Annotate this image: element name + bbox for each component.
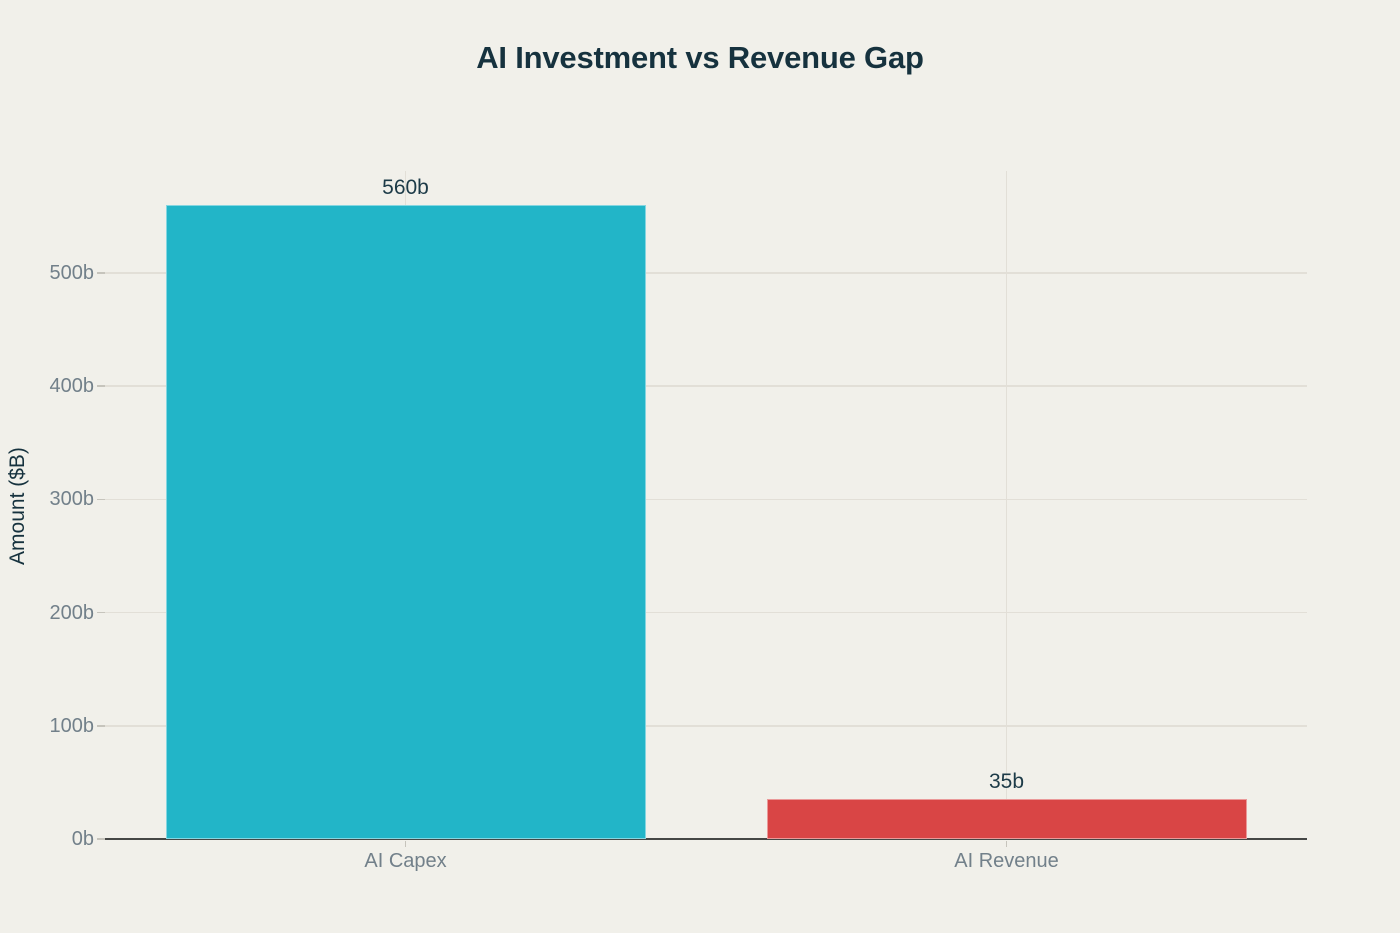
- chart-title: AI Investment vs Revenue Gap: [476, 40, 924, 75]
- y-tick-label: 200b: [49, 601, 95, 624]
- bar-ai-capex: [165, 204, 646, 839]
- y-tick-mark: [97, 498, 105, 501]
- y-gridline: [105, 498, 1307, 501]
- y-gridline: [105, 272, 1307, 274]
- y-tick-label: 400b: [49, 375, 95, 398]
- y-gridline: [105, 385, 1307, 387]
- bar-ai-revenue: [766, 799, 1247, 839]
- y-tick-mark: [97, 725, 105, 727]
- y-tick-label: 500b: [49, 261, 95, 284]
- y-tick-mark: [97, 385, 105, 387]
- bar-value-label: 35b: [988, 770, 1025, 794]
- y-tick-mark: [97, 272, 105, 274]
- x-tick-mark: [1005, 841, 1008, 847]
- x-tick-label: AI Revenue: [954, 850, 1059, 872]
- y-gridline: [105, 725, 1307, 727]
- category-gridline: [1005, 171, 1008, 839]
- y-tick-mark: [97, 838, 105, 840]
- x-tick-mark: [404, 841, 407, 847]
- bar-value-label: 560b: [382, 175, 429, 199]
- y-tick-label: 100b: [49, 714, 95, 737]
- y-gridline: [105, 611, 1307, 614]
- y-tick-label: 0b: [71, 828, 94, 850]
- plot-area: 560b 35b: [103, 171, 1307, 840]
- y-tick-label: 300b: [49, 488, 95, 511]
- x-axis-line: [103, 838, 1307, 840]
- x-tick-label: AI Capex: [364, 850, 447, 872]
- y-tick-mark: [97, 611, 105, 614]
